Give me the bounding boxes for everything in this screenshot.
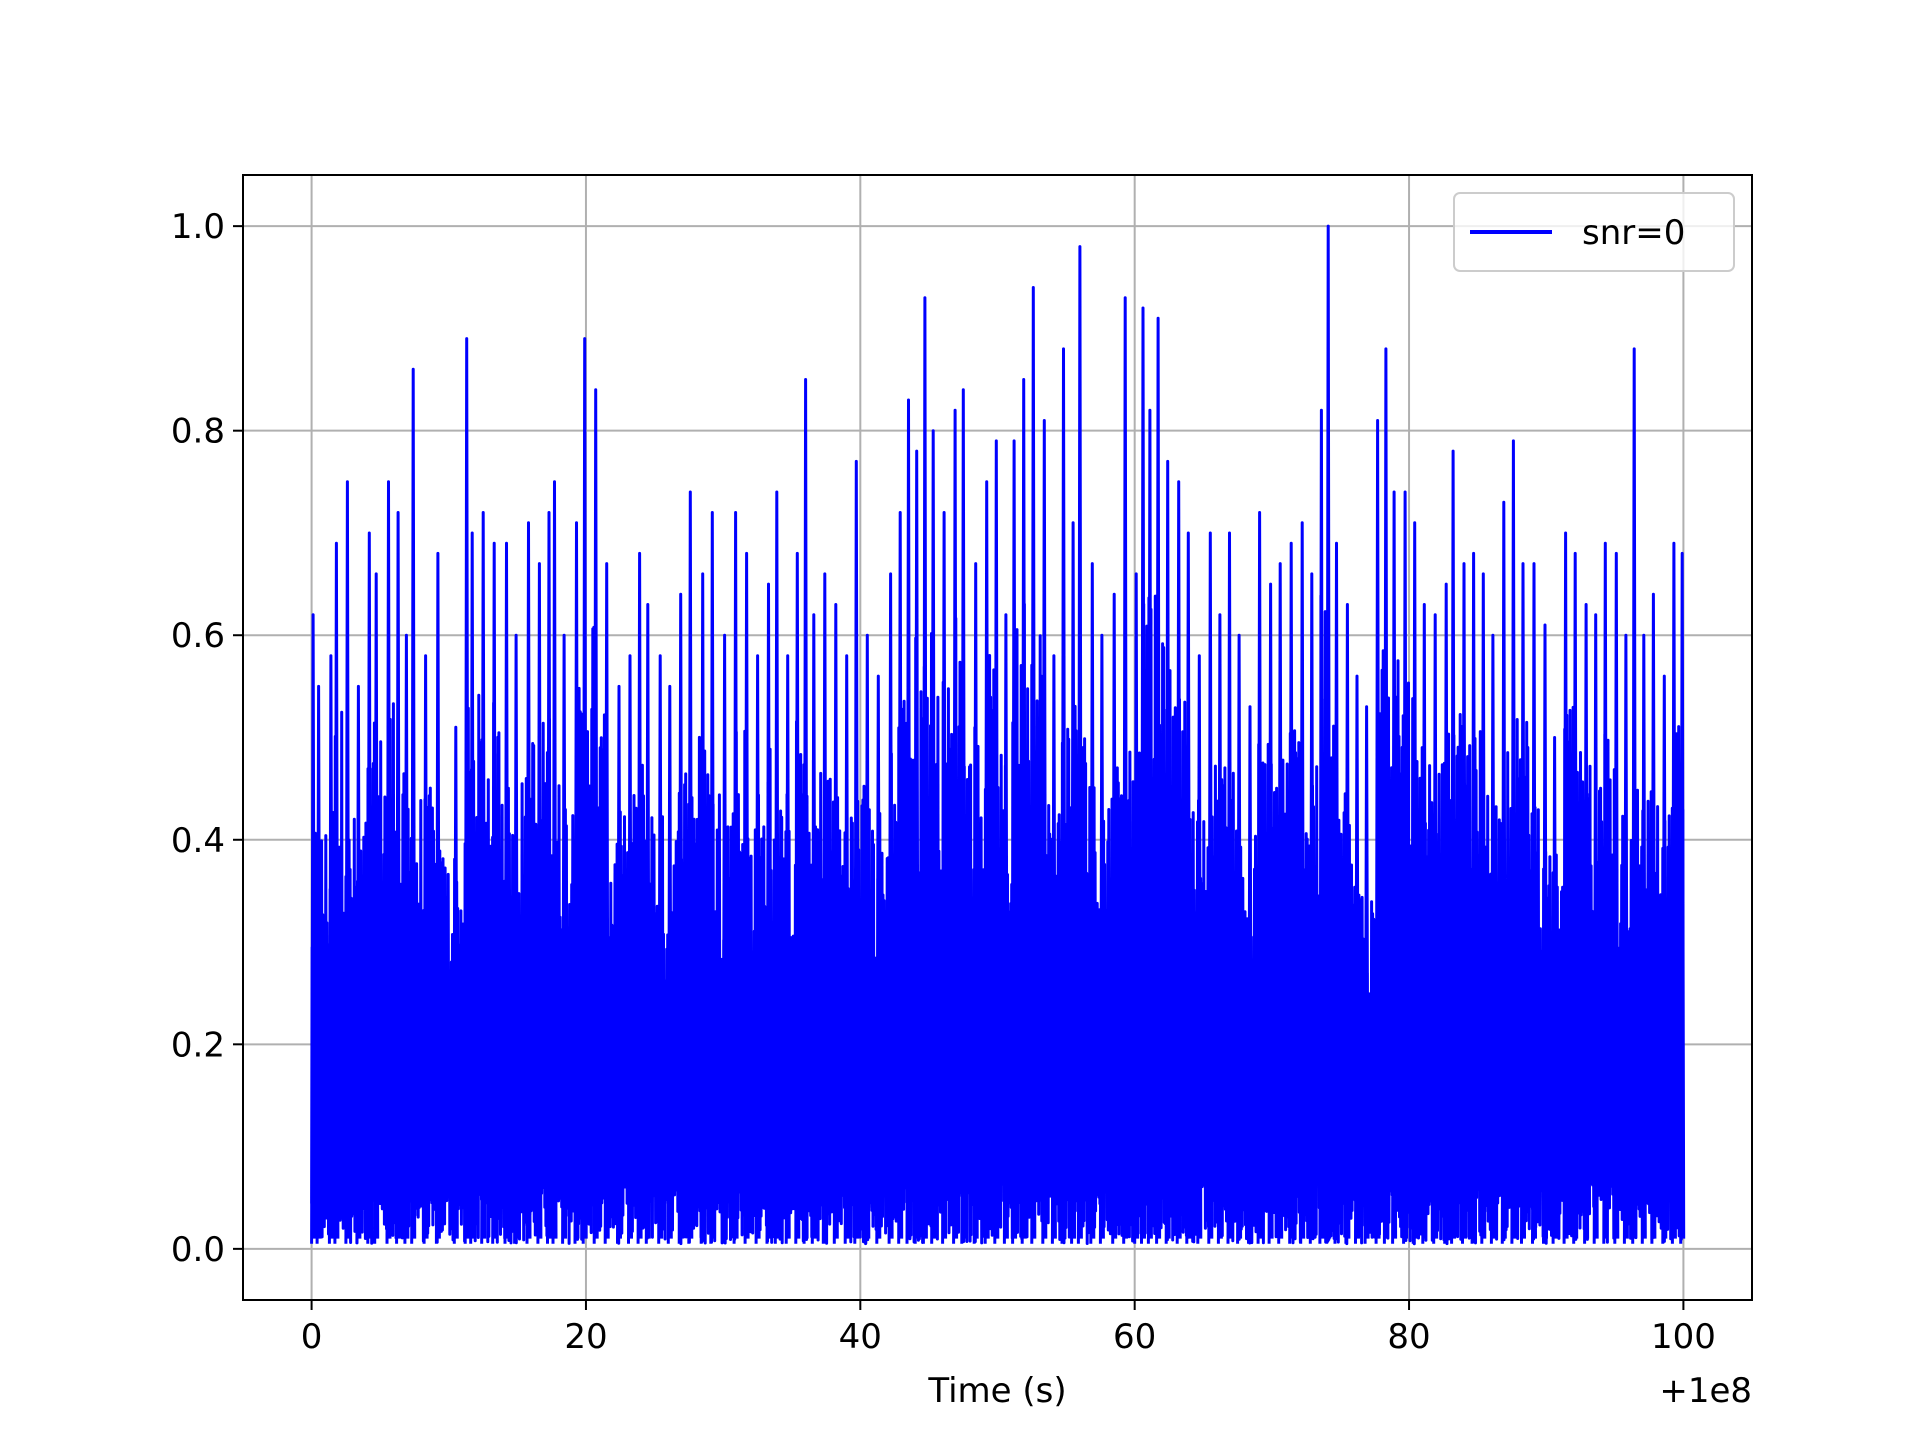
x-axis-label: Time (s) xyxy=(927,1371,1066,1411)
y-tick-label: 0.4 xyxy=(171,821,225,861)
legend-box xyxy=(1453,192,1735,272)
series-layer xyxy=(310,224,1686,1246)
x-axis-ticks: 0 20 40 60 80 100 xyxy=(301,1300,1716,1357)
x-tick-label: 20 xyxy=(564,1317,607,1357)
legend: snr=0 xyxy=(1453,192,1735,272)
x-tick-label: 100 xyxy=(1651,1317,1716,1357)
plot-frame xyxy=(242,174,1753,1301)
y-tick-label: 0.6 xyxy=(171,616,225,656)
x-tick-label: 80 xyxy=(1387,1317,1430,1357)
x-tick-label: 40 xyxy=(839,1317,882,1357)
y-tick-label: 1.0 xyxy=(171,207,225,247)
y-tick-label: 0.2 xyxy=(171,1025,225,1065)
y-tick-label: 0.8 xyxy=(171,412,225,452)
x-tick-label: 60 xyxy=(1113,1317,1156,1357)
x-axis-offset-label: +1e8 xyxy=(1659,1371,1752,1411)
series-line-snr-0 xyxy=(310,224,1686,1246)
y-axis-ticks: 0.0 0.2 0.4 0.6 0.8 1.0 xyxy=(171,207,243,1270)
y-tick-label: 0.0 xyxy=(171,1230,225,1270)
x-tick-label: 0 xyxy=(301,1317,323,1357)
legend-label-snr-0: snr=0 xyxy=(1582,213,1685,253)
